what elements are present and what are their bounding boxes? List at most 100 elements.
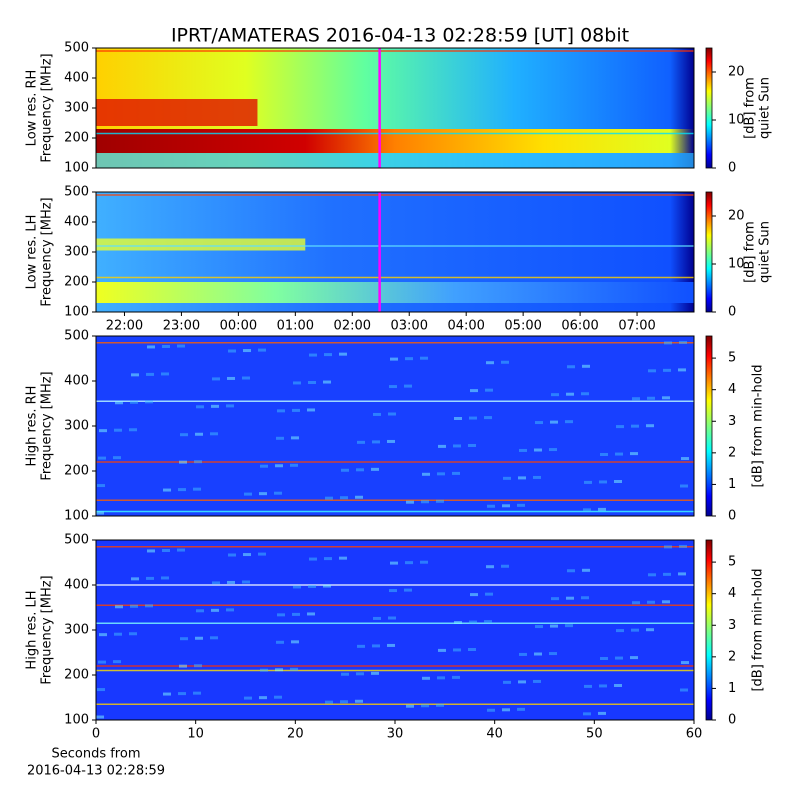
noise bbox=[145, 604, 153, 608]
noise bbox=[212, 377, 220, 381]
noise bbox=[452, 675, 460, 679]
y-tick-label: 300 bbox=[64, 101, 89, 116]
colorbar-label: [dB] from bbox=[743, 77, 758, 139]
noise bbox=[565, 420, 573, 424]
noise bbox=[115, 605, 123, 609]
noise bbox=[598, 507, 606, 511]
noise bbox=[341, 672, 349, 676]
noise bbox=[373, 412, 381, 416]
y-tick-label: 200 bbox=[64, 464, 89, 479]
noise bbox=[292, 408, 300, 412]
noise bbox=[115, 401, 123, 405]
y-tick-label: 200 bbox=[64, 668, 89, 683]
noise bbox=[582, 568, 590, 572]
noise bbox=[648, 369, 656, 373]
noise bbox=[389, 385, 397, 389]
noise bbox=[647, 396, 655, 400]
noise bbox=[454, 621, 462, 624]
colorbar-tick-label: 3 bbox=[728, 414, 736, 429]
noise bbox=[437, 472, 445, 476]
y-tick-label: 300 bbox=[64, 245, 89, 260]
noise bbox=[502, 504, 510, 508]
x-tick-label: 02:00 bbox=[334, 319, 371, 334]
y-axis-label: High res. RH bbox=[25, 386, 40, 467]
noise bbox=[99, 429, 107, 433]
noise bbox=[147, 549, 155, 553]
noise bbox=[228, 553, 236, 557]
y-axis-label: Frequency [MHz] bbox=[40, 197, 55, 306]
noise bbox=[503, 680, 511, 684]
colorbar-label: [dB] from min-hold bbox=[751, 568, 766, 691]
y-tick-label: 400 bbox=[64, 374, 89, 389]
x-tick-label: 23:00 bbox=[163, 319, 200, 334]
colorbar-tick-label: 10 bbox=[728, 113, 745, 128]
noise bbox=[551, 393, 559, 397]
noise bbox=[161, 372, 169, 376]
noise bbox=[421, 500, 429, 504]
noise bbox=[226, 608, 234, 612]
noise bbox=[355, 495, 363, 499]
noise bbox=[486, 565, 494, 569]
noise bbox=[210, 432, 218, 436]
noise bbox=[309, 557, 317, 561]
noise bbox=[486, 361, 494, 365]
y-tick-label: 500 bbox=[64, 533, 89, 548]
noise bbox=[678, 368, 686, 372]
y-tick-label: 500 bbox=[64, 41, 89, 56]
noise bbox=[131, 373, 139, 377]
noise bbox=[162, 549, 170, 552]
noise bbox=[243, 349, 251, 353]
noise bbox=[308, 381, 316, 384]
noise bbox=[405, 357, 413, 361]
noise bbox=[291, 640, 299, 644]
x-tick-label: 22:00 bbox=[106, 319, 143, 334]
noise bbox=[180, 433, 188, 437]
noise bbox=[420, 560, 428, 564]
noise bbox=[422, 472, 430, 476]
colorbar-tick-label: 4 bbox=[728, 382, 736, 397]
x-tick-label: 07:00 bbox=[618, 319, 655, 334]
colorbar-tick-label: 1 bbox=[728, 477, 736, 492]
noise bbox=[195, 432, 203, 436]
noise bbox=[582, 364, 590, 368]
noise bbox=[436, 703, 444, 707]
noise bbox=[177, 344, 185, 348]
noise bbox=[567, 365, 575, 369]
noise bbox=[517, 707, 525, 711]
noise bbox=[388, 616, 396, 620]
noise bbox=[244, 492, 252, 496]
noise bbox=[406, 500, 414, 504]
noise bbox=[276, 436, 284, 440]
noise bbox=[647, 600, 655, 604]
colorbar-tick-label: 0 bbox=[728, 509, 736, 524]
colorbar-tick-label: 0 bbox=[728, 305, 736, 320]
colorbar-label: [dB] from bbox=[743, 221, 758, 283]
noise bbox=[454, 417, 462, 420]
noise bbox=[323, 380, 331, 384]
colorbar-tick-label: 2 bbox=[728, 649, 736, 664]
colorbar bbox=[705, 191, 713, 313]
noise bbox=[340, 496, 348, 500]
noise bbox=[387, 439, 395, 443]
noise bbox=[519, 448, 527, 452]
noise bbox=[614, 684, 622, 687]
noise bbox=[648, 573, 656, 577]
noise bbox=[356, 672, 364, 676]
noise bbox=[437, 676, 445, 680]
noise bbox=[517, 503, 525, 507]
colorbar-tick-label: 0 bbox=[728, 161, 736, 176]
spectrum bbox=[96, 540, 694, 720]
noise bbox=[681, 457, 689, 461]
noise bbox=[341, 468, 349, 472]
noise bbox=[324, 557, 332, 561]
noise bbox=[307, 612, 315, 616]
noise bbox=[325, 700, 333, 704]
noise bbox=[179, 460, 187, 464]
noise bbox=[259, 492, 267, 496]
noise bbox=[468, 648, 476, 651]
x-axis-label: Seconds from bbox=[51, 747, 140, 762]
noise bbox=[470, 389, 478, 393]
noise bbox=[390, 561, 398, 565]
noise bbox=[196, 405, 204, 409]
figure-title: IPRT/AMATERAS 2016-04-13 02:28:59 [UT] 0… bbox=[171, 25, 629, 47]
